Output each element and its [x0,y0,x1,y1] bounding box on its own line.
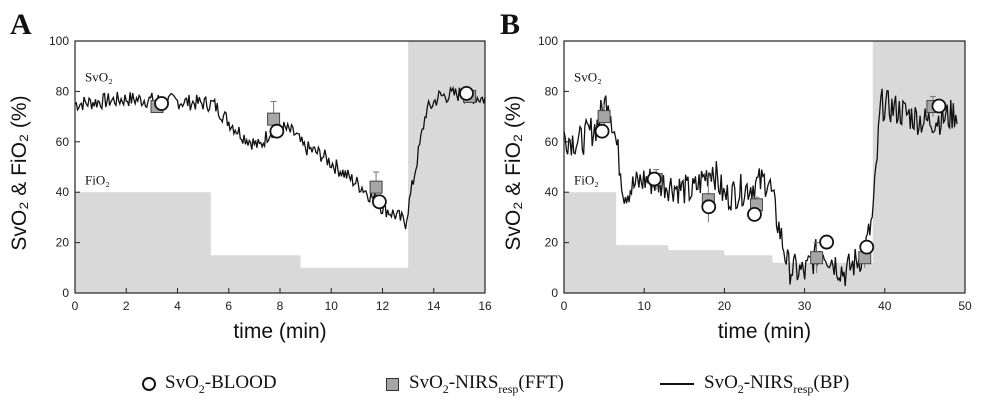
y-tick-label: 80 [56,84,70,98]
legend-label-fft: SvO2-NIRSresp(FFT) [409,371,564,396]
x-tick-label: 0 [561,299,568,313]
x-axis-label: time (min) [718,320,811,343]
y-tick-label: 20 [545,236,559,250]
legend: SvO2-BLOOD SvO2-NIRSresp(FFT) SvO2-NIRSr… [0,364,983,404]
x-tick-label: 10 [325,299,339,313]
fio2-area [75,41,485,293]
legend-item-blood: SvO2-BLOOD [142,364,277,404]
x-tick-label: 50 [958,299,972,313]
blood-circle-point [747,206,762,222]
x-tick-label: 8 [277,299,284,313]
y-tick-label: 60 [56,135,70,149]
legend-item-fft: SvO2-NIRSresp(FFT) [386,364,564,404]
blood-circle-point [859,239,875,255]
annotation-svo2: SvO₂ [574,69,602,84]
blood-circle-point [459,86,474,101]
x-tick-label: 12 [376,299,390,313]
plot-frame [563,40,966,294]
y-axis-label: SvO₂ & FiO₂ (%) [502,95,525,250]
annotation-fio2: FiO₂ [574,173,599,188]
blood-circle-point [819,234,835,250]
y-tick-label: 40 [56,185,70,199]
blood-circle-point [371,194,387,210]
y-tick-label: 40 [545,185,559,199]
legend-item-bp: SvO2-NIRSresp(BP) [660,364,849,404]
x-tick-label: 10 [638,299,652,313]
blood-circle-point [931,98,947,114]
panel-letter: A [10,8,32,41]
legend-label-blood: SvO2-BLOOD [165,371,277,396]
series-nirs-bp-line [563,88,958,287]
fft-square-point [810,251,824,265]
x-axis-label: time (min) [233,320,326,343]
y-tick-label: 0 [551,286,558,300]
y-tick-label: 20 [56,236,70,250]
legend-circle-icon [142,377,156,391]
blood-circle-point [269,123,285,139]
blood-circle-point [701,199,717,215]
x-tick-label: 30 [798,299,812,313]
blood-circle-point [154,96,169,111]
legend-label-bp: SvO2-NIRSresp(BP) [704,371,850,396]
annotation-fio2: FiO₂ [85,173,110,188]
y-tick-label: 100 [538,34,558,48]
x-tick-label: 40 [878,299,892,313]
fft-square-point [267,112,281,126]
y-tick-label: 80 [545,84,559,98]
y-tick-label: 100 [49,34,69,48]
y-axis-label: SvO₂ & FiO₂ (%) [8,95,31,250]
panel-letter: B [500,8,520,41]
legend-square-icon [386,377,399,391]
x-tick-label: 4 [174,299,181,313]
fft-square-point [369,180,383,194]
legend-line-icon [660,383,694,385]
y-tick-label: 60 [545,135,559,149]
x-tick-label: 6 [225,299,232,313]
x-tick-label: 0 [72,299,79,313]
blood-circle-point [646,171,662,187]
x-tick-label: 14 [427,299,441,313]
x-tick-label: 16 [478,299,492,313]
x-tick-label: 2 [123,299,130,313]
y-tick-label: 0 [62,286,69,300]
annotation-svo2: SvO₂ [85,69,113,84]
x-tick-label: 20 [718,299,732,313]
fft-square-point [597,110,611,124]
fio2-area [564,41,965,293]
blood-circle-point [594,123,610,139]
